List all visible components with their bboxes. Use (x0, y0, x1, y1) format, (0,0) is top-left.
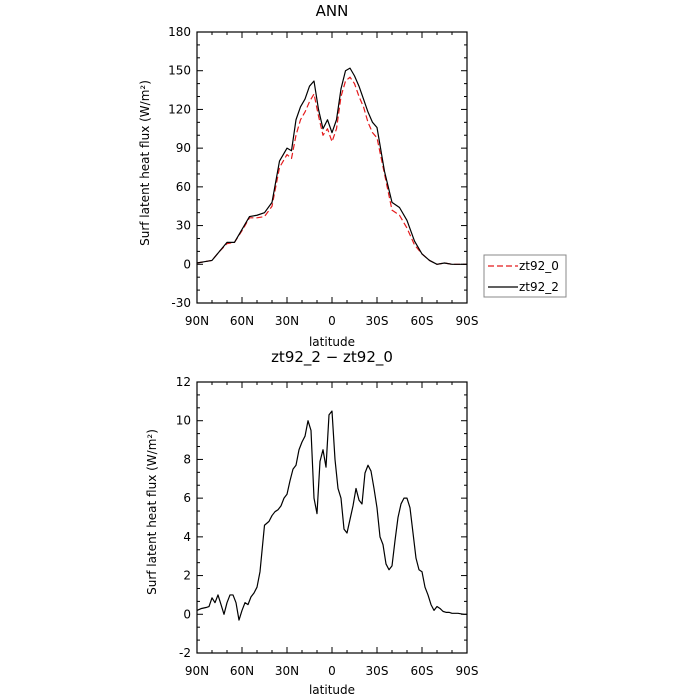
x-tick-labels: 90N 60N 30N 0 30S 60S 90S (185, 314, 479, 328)
y-tick-label: 30 (176, 219, 191, 233)
y-tick-label: 120 (168, 102, 191, 116)
x-tick-label: 90S (456, 314, 479, 328)
series-line-diff-0 (196, 410, 467, 621)
y-tick-label: 4 (183, 530, 191, 544)
legend-label-zt92-0: zt92_0 (519, 259, 559, 273)
chart-difference: zt92_2 − zt92_0 90N 60N 30N 0 30S 60S 90S -2 0 2… (145, 348, 478, 697)
y-tick-label: 90 (176, 141, 191, 155)
x-tick-label: 60N (230, 664, 254, 678)
y-tick-label: 8 (183, 452, 191, 466)
x-tick-label: 90N (185, 664, 209, 678)
y-axis-label: Surf latent heat flux (W/m²) (138, 80, 152, 246)
y-tick-label: 0 (183, 257, 191, 271)
x-tick-label: 60N (230, 314, 254, 328)
series-line-zt92-0 (196, 76, 467, 265)
plot-frame (196, 31, 468, 304)
y-tick-label: 10 (176, 414, 191, 428)
y-tick-label: 12 (176, 375, 191, 389)
y-tick-label: 180 (168, 25, 191, 39)
chart-title: zt92_2 − zt92_0 (271, 348, 393, 367)
x-tick-label: 30S (366, 314, 389, 328)
plot-frame (196, 381, 468, 654)
x-tick-label: 0 (328, 664, 336, 678)
x-tick-label: 60S (411, 314, 434, 328)
x-tick-label: 60S (411, 664, 434, 678)
chart-title: ANN (316, 2, 349, 20)
x-tick-label: 90N (185, 314, 209, 328)
y-tick-label: 0 (183, 607, 191, 621)
legend-box (483, 254, 567, 298)
series-line-zt92-2 (196, 67, 467, 265)
y-tick-label: -2 (179, 646, 191, 660)
y-tick-labels: -2 0 2 4 6 8 10 12 (176, 375, 191, 660)
y-tick-labels: -30 0 30 60 90 120 150 180 (168, 25, 191, 310)
y-tick-label: -30 (171, 296, 191, 310)
y-tick-label: 60 (176, 180, 191, 194)
x-tick-label: 30N (275, 314, 299, 328)
y-tick-label: 2 (183, 569, 191, 583)
x-axis-label: latitude (309, 683, 355, 697)
legend-label-zt92-2: zt92_2 (519, 280, 559, 294)
chart-annual: ANN 90N 60N 30N 0 30S 60S 90S -30 0 30 60 90 120 150… (138, 2, 478, 349)
x-tick-label: 30S (366, 664, 389, 678)
series-layer (196, 67, 467, 265)
x-tick-label: 90S (456, 664, 479, 678)
x-tick-label: 30N (275, 664, 299, 678)
y-axis-label: Surf latent heat flux (W/m²) (145, 429, 159, 595)
x-tick-labels: 90N 60N 30N 0 30S 60S 90S (185, 664, 479, 678)
plot-border (196, 31, 468, 304)
y-tick-label: 150 (168, 64, 191, 78)
x-tick-label: 0 (328, 314, 336, 328)
series-layer (196, 410, 467, 621)
chart-legend: zt92_0 zt92_2 (483, 254, 567, 298)
x-axis-label: latitude (309, 335, 355, 349)
y-tick-label: 6 (183, 491, 191, 505)
